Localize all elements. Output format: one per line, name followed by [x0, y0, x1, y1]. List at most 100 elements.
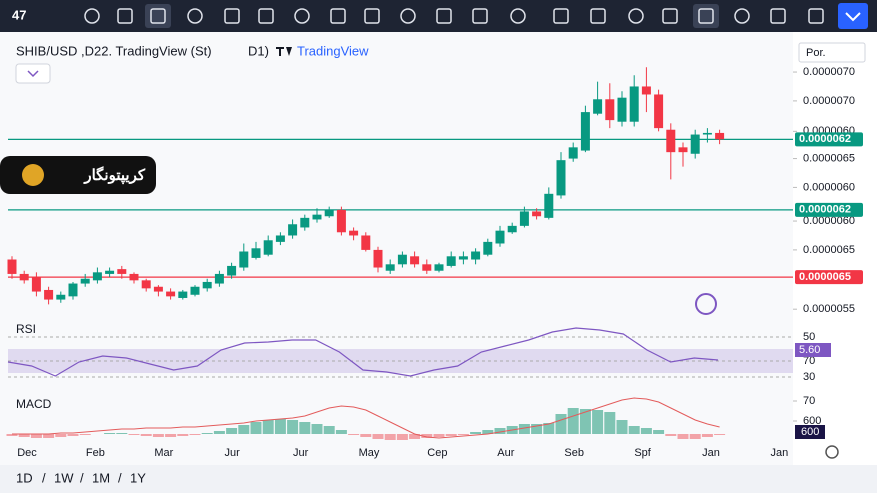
candle-body: [56, 294, 66, 300]
tool-icon[interactable]: [258, 8, 274, 24]
candle-body: [617, 97, 627, 122]
tool-icon[interactable]: [117, 8, 133, 24]
histogram-bar: [579, 409, 591, 434]
candle-body: [385, 264, 395, 271]
histogram-bar: [360, 434, 372, 437]
candle-body: [483, 241, 493, 255]
histogram-bar: [640, 428, 652, 434]
histogram-bar: [677, 434, 689, 439]
candle-body: [495, 230, 505, 244]
price-label-box: [795, 132, 863, 147]
tool-icon[interactable]: [84, 8, 100, 24]
tool-icon[interactable]: [187, 8, 203, 24]
tool-icon[interactable]: [224, 8, 240, 24]
tool-icon[interactable]: [808, 8, 824, 24]
histogram-bar: [433, 434, 445, 437]
histogram-bar: [6, 434, 18, 436]
scale-button[interactable]: [798, 42, 866, 63]
histogram-bar: [494, 428, 506, 434]
candle-body: [532, 211, 542, 217]
candle-body: [593, 99, 603, 114]
tool-icon[interactable]: [400, 8, 416, 24]
candle-body: [117, 269, 127, 274]
histogram-bar: [311, 424, 323, 434]
histogram-bar: [689, 434, 701, 439]
tool-icon[interactable]: [472, 8, 488, 24]
y-tick-label: 0.0000060: [803, 215, 855, 227]
histogram-bar: [238, 425, 250, 434]
candle-body: [288, 224, 298, 236]
x-tick-label: Seb: [564, 447, 584, 459]
x-tick-label: May: [359, 447, 380, 459]
histogram-bar: [18, 434, 30, 437]
candle-body: [214, 273, 224, 284]
candle-body: [227, 265, 237, 276]
timeframe[interactable]: 1W: [54, 470, 74, 485]
candle-body: [422, 264, 432, 271]
bottom-bar: [0, 465, 877, 493]
candle-body: [68, 283, 78, 297]
collapse-button[interactable]: [15, 63, 51, 84]
symbol: SHIB/USD ,D22. TradingView (St): [16, 43, 212, 58]
timeframe[interactable]: 1M: [92, 470, 110, 485]
y-tick-label: 0.0000065: [803, 152, 855, 164]
tool-icon[interactable]: [330, 8, 346, 24]
tool-icon[interactable]: [698, 8, 714, 24]
candle-body: [519, 211, 529, 226]
tool-icon[interactable]: [628, 8, 644, 24]
menu-button[interactable]: [838, 3, 868, 29]
tool-icon[interactable]: [662, 8, 678, 24]
candle-body: [568, 147, 578, 159]
tool-icon[interactable]: [553, 8, 569, 24]
histogram-bar: [335, 430, 347, 434]
tool-icon[interactable]: [436, 8, 452, 24]
timeframe[interactable]: 1D: [16, 470, 33, 485]
tool-icon[interactable]: [364, 8, 380, 24]
candle-body: [641, 86, 651, 95]
histogram-bar: [555, 414, 567, 434]
separator: /: [118, 470, 122, 485]
y-tick-label: 0.0000055: [803, 303, 855, 315]
tool-icon[interactable]: [734, 8, 750, 24]
candle-body: [666, 129, 676, 153]
candle-body: [544, 193, 554, 218]
timeframe[interactable]: 1Y: [130, 470, 146, 485]
price-label-box: [795, 202, 863, 217]
y-tick-label: 0.0000070: [803, 95, 855, 107]
histogram-bar: [30, 434, 42, 438]
tool-icon[interactable]: [150, 8, 166, 24]
current-box: [795, 343, 831, 357]
price-label: 0.0000062: [799, 133, 851, 145]
histogram-bar: [470, 432, 482, 434]
settings-icon[interactable]: [825, 445, 839, 459]
histogram-bar: [323, 426, 335, 434]
candle-body: [92, 272, 102, 281]
tool-icon[interactable]: [590, 8, 606, 24]
candle-body: [410, 256, 420, 265]
tool-icon[interactable]: [510, 8, 526, 24]
tool-icon[interactable]: [294, 8, 310, 24]
tv-logo: [276, 47, 292, 56]
brand: 47: [12, 7, 26, 22]
candle-body: [105, 270, 115, 274]
histogram-bar: [665, 434, 677, 436]
histogram-bar: [287, 420, 299, 434]
price-axis: [793, 32, 877, 465]
histogram-bar: [616, 420, 628, 434]
histogram-bar: [67, 434, 79, 436]
histogram-bar: [421, 434, 433, 438]
candle-body: [263, 240, 273, 255]
histogram-bar: [262, 420, 274, 434]
candle-body: [702, 132, 712, 135]
candle-body: [300, 217, 310, 228]
x-tick-label: Jur: [293, 447, 309, 459]
candle-body: [605, 99, 615, 121]
x-tick-label: Feb: [86, 447, 105, 459]
histogram-bar: [409, 434, 421, 439]
current-label: 600: [801, 426, 819, 438]
tool-icon[interactable]: [770, 8, 786, 24]
candle-body: [324, 209, 334, 217]
scroll-icon[interactable]: [695, 293, 717, 315]
candle-body: [373, 249, 383, 268]
